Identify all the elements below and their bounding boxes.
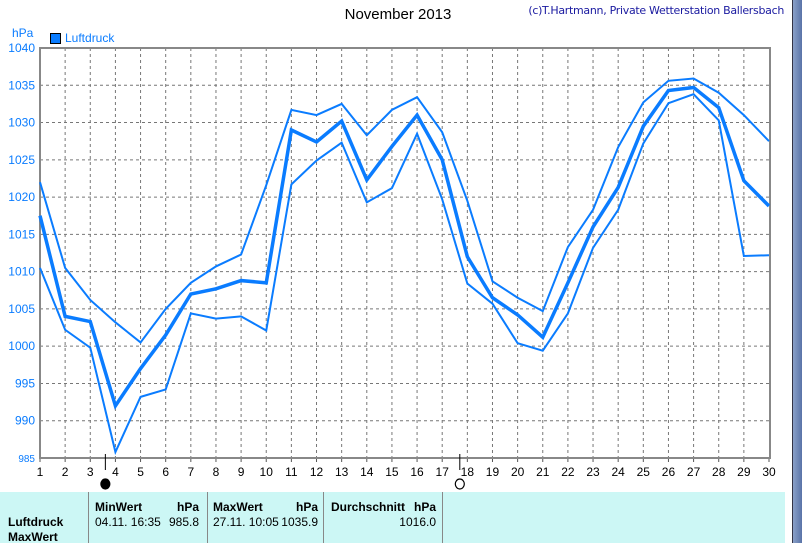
series-line-min — [39, 93, 770, 456]
x-tick-label: 24 — [611, 465, 625, 479]
x-tick-label: 18 — [461, 465, 475, 479]
x-tick-label: 4 — [112, 465, 119, 479]
max-value: 1035.9 — [281, 515, 318, 529]
x-tick-label: 2 — [62, 465, 69, 479]
x-tick-label: 15 — [385, 465, 399, 479]
x-tick-label: 7 — [187, 465, 194, 479]
legend-label: Luftdruck — [65, 31, 115, 45]
y-tick-label: 1020 — [8, 190, 35, 204]
y-tick-label: 995 — [15, 376, 35, 390]
x-tick-label: 5 — [137, 465, 144, 479]
legend-swatch — [50, 32, 61, 44]
y-tick-label: 1000 — [8, 339, 35, 353]
series-line-mittel — [38, 85, 771, 410]
x-tick-label: 10 — [260, 465, 274, 479]
y-axis-unit: hPa — [12, 26, 34, 40]
max-column: MaxWert hPa 27.11. 10:05 1035.9 — [207, 492, 323, 543]
min-value: 985.8 — [168, 515, 199, 529]
avg-value: 1016.0 — [399, 515, 436, 529]
y-tick-label: 1005 — [8, 302, 35, 316]
y-tick-label: 1030 — [8, 116, 35, 130]
max-unit: hPa — [295, 500, 318, 514]
x-tick-label: 14 — [360, 465, 374, 479]
x-tick-label: 23 — [586, 465, 600, 479]
series-line-max — [39, 77, 770, 344]
x-tick-label: 25 — [637, 465, 651, 479]
max-time: 27.11. 10:05 — [213, 515, 279, 529]
min-time: 04.11. 16:35 — [95, 515, 161, 529]
x-tick-label: 13 — [335, 465, 349, 479]
full-moon-icon — [454, 478, 465, 490]
x-tick-label: 16 — [410, 465, 424, 479]
x-tick-label: 9 — [238, 465, 245, 479]
x-tick-label: 26 — [662, 465, 676, 479]
y-tick-label: 1040 — [8, 41, 35, 55]
x-tick-label: 29 — [737, 465, 751, 479]
legend: Luftdruck — [50, 31, 114, 45]
chart: 9859909951000100510101015102010251030103… — [8, 41, 776, 490]
y-tick-label: 1025 — [8, 153, 35, 167]
x-tick-label: 19 — [486, 465, 500, 479]
x-tick-label: 1 — [37, 465, 44, 479]
max-header: MaxWert — [213, 500, 263, 514]
min-header: MinWert — [95, 500, 143, 514]
x-tick-label: 22 — [561, 465, 575, 479]
scrollbar[interactable] — [792, 0, 802, 543]
y-tick-label: 1035 — [8, 78, 35, 92]
chart-title: November 2013 — [344, 6, 452, 23]
x-tick-label: 12 — [310, 465, 324, 479]
x-tick-label: 17 — [436, 465, 450, 479]
row-label-luftdruck: Luftdruck — [8, 515, 64, 529]
x-tick-label: 6 — [162, 465, 169, 479]
y-tick-label: 985 — [18, 454, 35, 465]
new-moon-icon — [100, 478, 111, 490]
x-tick-label: 8 — [213, 465, 220, 479]
y-tick-label: 1015 — [8, 227, 35, 241]
x-tick-label: 27 — [687, 465, 701, 479]
min-unit: hPa — [176, 500, 199, 514]
copyright: (c)T.Hartmann, Private Wetterstation Bal… — [528, 4, 784, 17]
x-tick-label: 28 — [712, 465, 726, 479]
column-divider — [442, 492, 443, 543]
avg-unit: hPa — [413, 500, 436, 514]
avg-column: Durchschnitt hPa 1016.0 — [323, 492, 442, 543]
avg-header: Durchschnitt — [331, 500, 406, 514]
row-label-maxwert: MaxWert — [8, 530, 58, 544]
min-column: MinWert hPa 04.11. 16:35 985.8 — [88, 492, 207, 543]
plot-frame — [39, 47, 771, 459]
y-tick-label: 990 — [15, 414, 35, 428]
x-tick-label: 21 — [536, 465, 550, 479]
x-tick-label: 3 — [87, 465, 94, 479]
y-tick-label: 1010 — [8, 265, 35, 279]
stats-table: Luftdruck MaxWert MinWert hPa 04.11. 16:… — [0, 492, 785, 544]
x-tick-label: 30 — [762, 465, 776, 479]
x-tick-label: 20 — [511, 465, 525, 479]
x-tick-label: 11 — [285, 465, 298, 479]
